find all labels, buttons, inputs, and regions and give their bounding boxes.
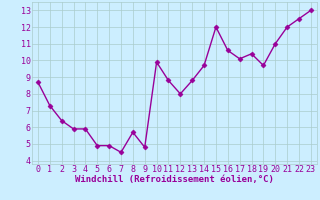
X-axis label: Windchill (Refroidissement éolien,°C): Windchill (Refroidissement éolien,°C) <box>75 175 274 184</box>
